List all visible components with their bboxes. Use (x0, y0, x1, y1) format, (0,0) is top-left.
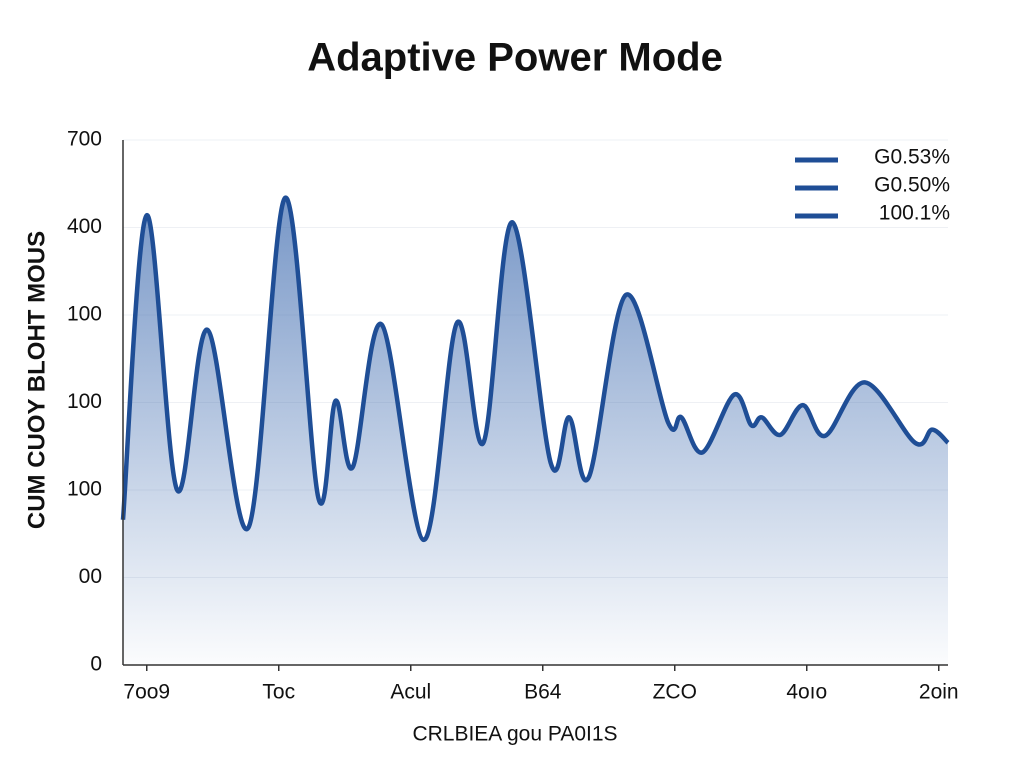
chart-title: Adaptive Power Mode (307, 36, 723, 80)
x-tick-label: Toc (262, 681, 295, 704)
y-tick-label: 0 (90, 653, 102, 676)
legend-label: G0.53% (874, 146, 950, 169)
y-axis-label: CUM CUOY BLOHT MOUS (23, 231, 50, 529)
x-tick-label: 7oo9 (123, 681, 170, 704)
y-tick-label: 100 (67, 303, 102, 326)
y-tick-label: 100 (67, 390, 102, 413)
x-tick-label: ZCO (653, 681, 697, 704)
y-tick-label: 400 (67, 215, 102, 238)
y-tick-label: 700 (67, 128, 102, 151)
x-tick-label: B64 (524, 681, 562, 704)
legend-label: G0.50% (874, 174, 950, 197)
area-fill (123, 197, 948, 665)
x-tick-label: 4oıo (786, 681, 827, 704)
legend-label: 100.1% (879, 202, 950, 225)
x-axis-label: CRLBIEA gou PA0I1S (412, 723, 617, 746)
line (120, 195, 950, 543)
y-tick-label: 00 (79, 565, 102, 588)
x-tick-label: Acul (390, 681, 431, 704)
y-tick-label: 100 (67, 478, 102, 501)
x-tick-label: 2oin (919, 681, 959, 704)
